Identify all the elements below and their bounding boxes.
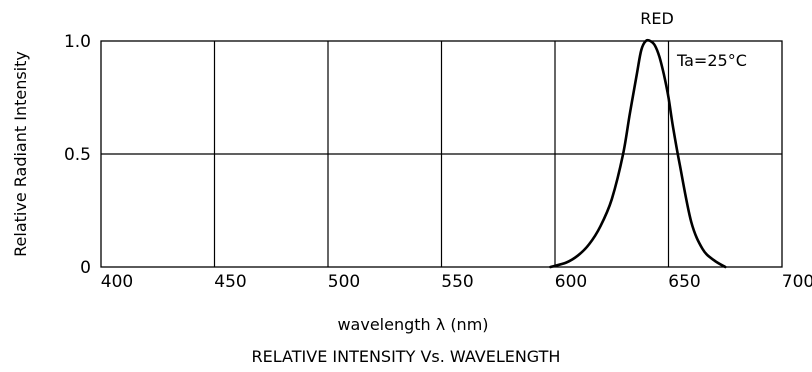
y-tick-labels: 0 0.5 1.0	[64, 32, 91, 278]
x-tick-label: 450	[214, 272, 246, 292]
x-tick-label: 500	[328, 272, 360, 292]
chart-caption: RELATIVE INTENSITY Vs. WAVELENGTH	[252, 347, 561, 366]
plot-frame	[100, 40, 783, 268]
temperature-annotation: Ta=25°C	[676, 51, 747, 70]
x-axis-title: wavelength λ (nm)	[337, 315, 488, 334]
x-tick-label: 700	[782, 272, 812, 292]
y-tick-label: 0.5	[64, 145, 91, 165]
x-tick-label: 400	[101, 272, 133, 292]
x-tick-label: 550	[441, 272, 473, 292]
y-tick-label: 1.0	[64, 32, 91, 52]
x-tick-label: 600	[555, 272, 587, 292]
grid-lines	[101, 41, 782, 267]
x-tick-label: 650	[668, 272, 700, 292]
y-axis-title: Relative Radiant Intensity	[11, 51, 30, 257]
series-label-red: RED	[640, 9, 674, 28]
x-tick-labels: 400 450 500 550 600 650 700	[101, 272, 812, 292]
y-tick-label: 0	[80, 258, 91, 278]
red-spectrum-curve	[549, 38, 727, 269]
